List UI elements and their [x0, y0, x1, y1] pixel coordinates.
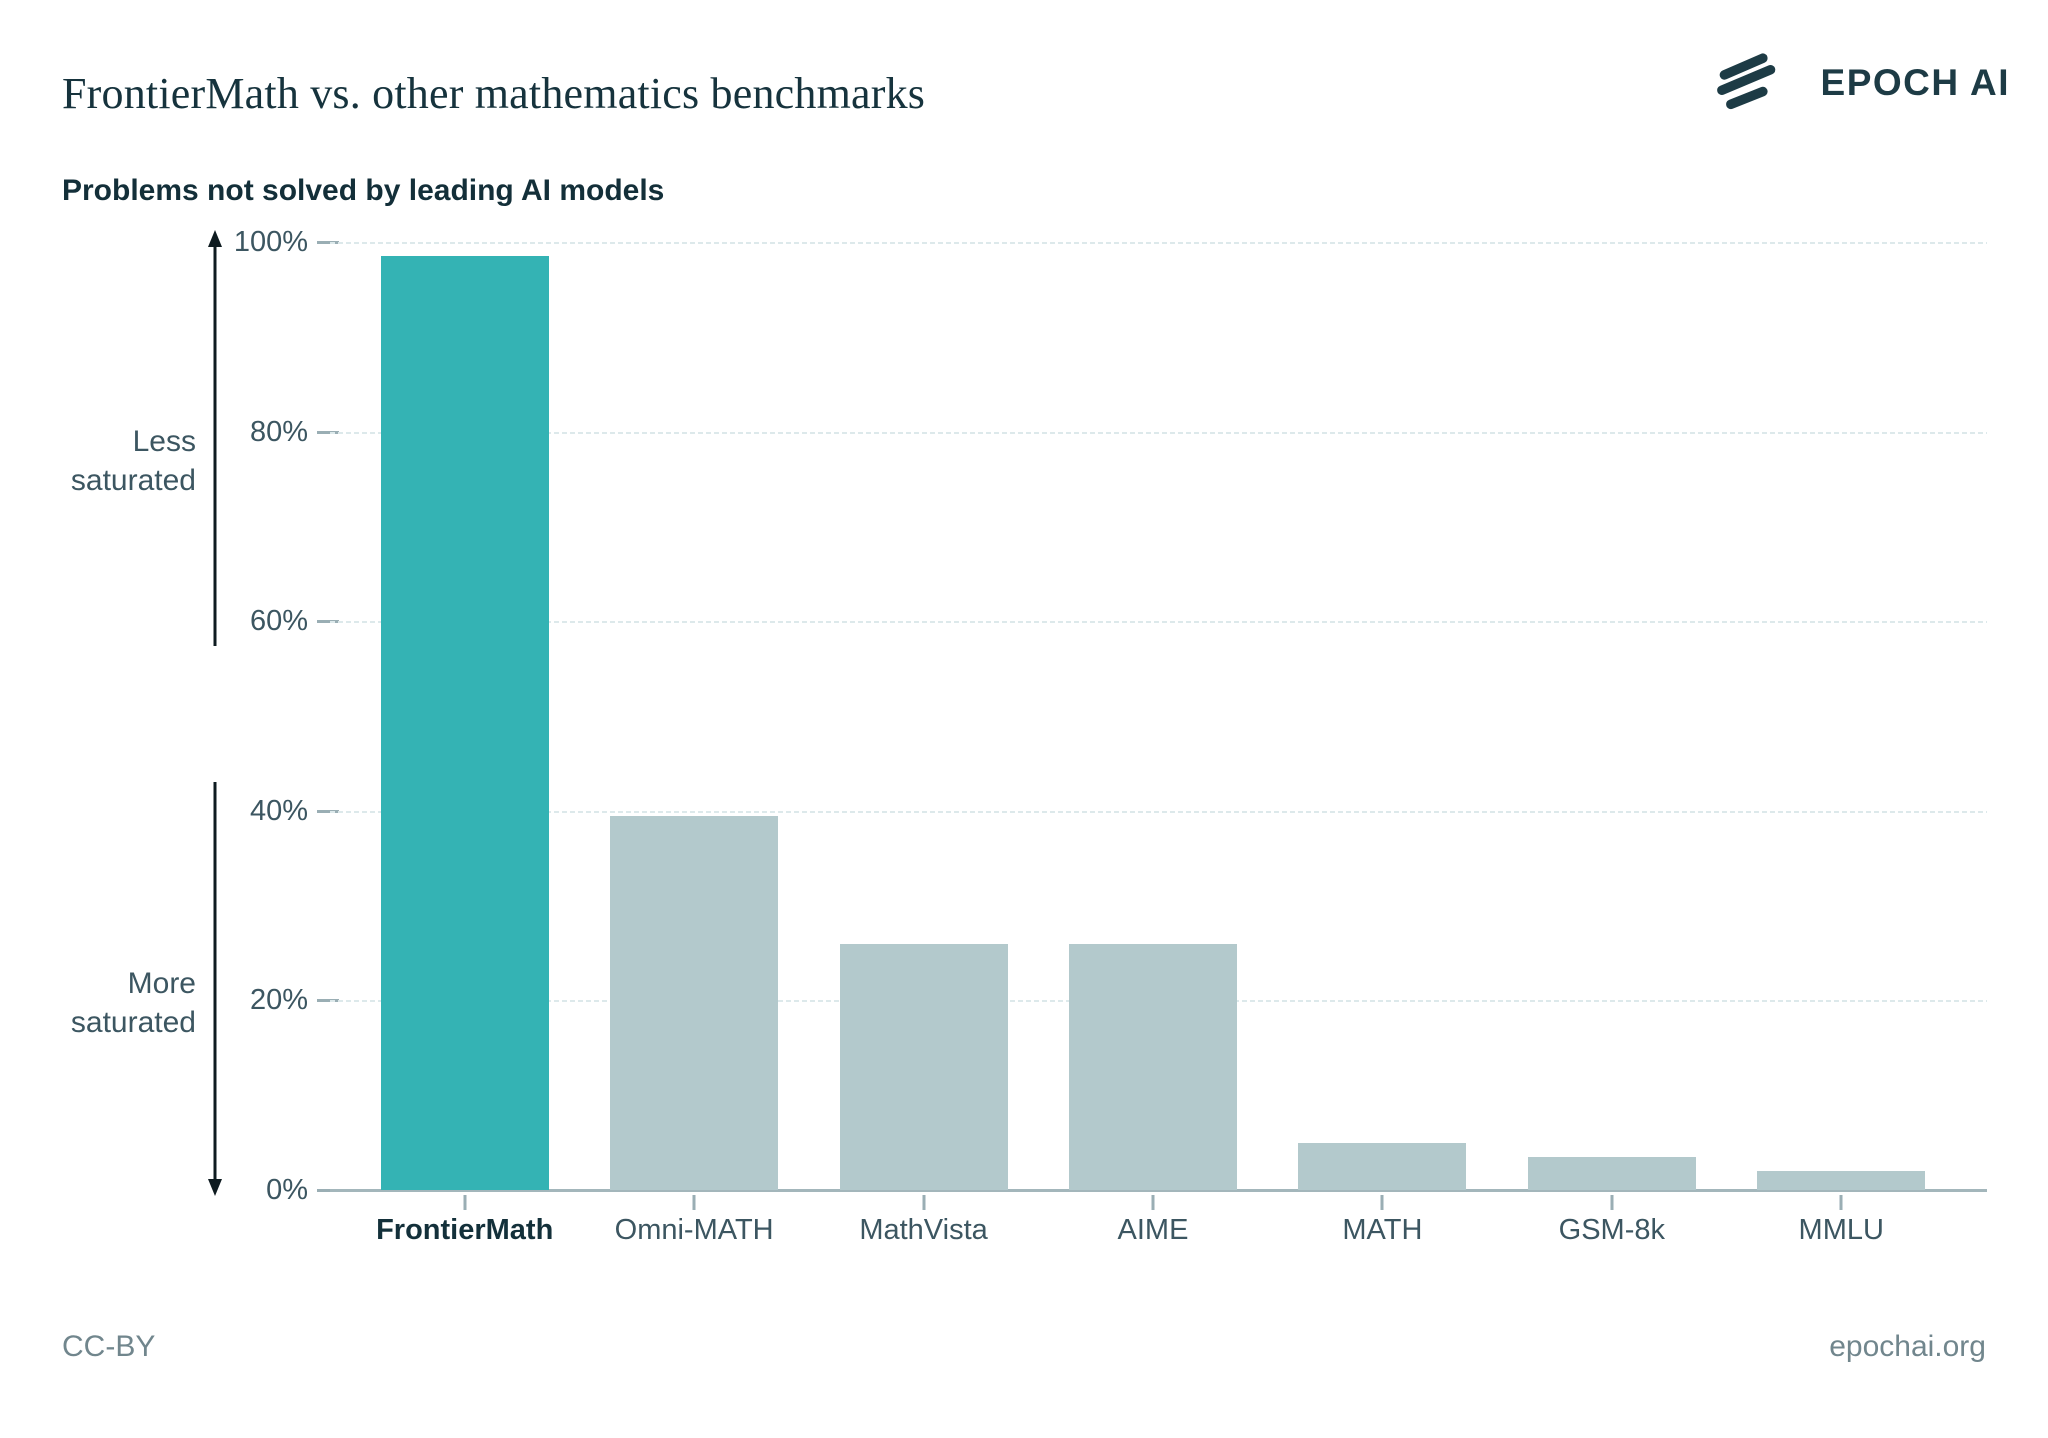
gridline-100	[330, 242, 1987, 244]
bar-mathvista	[839, 943, 1008, 1190]
x-tick-mark	[922, 1195, 926, 1210]
plot-area: FrontierMath Omni-MATH MathVista AIME MATH GS…	[330, 242, 1987, 1246]
x-tick-mark	[1380, 1195, 1384, 1210]
y-tick-label: 60%	[249, 605, 308, 638]
x-label-mathvista: MathVista	[859, 1214, 988, 1246]
y-tick-label: 100%	[233, 226, 308, 258]
x-label-aime: AIME	[1117, 1214, 1189, 1246]
gridline-60	[330, 621, 1987, 624]
more-saturated-label: More saturated	[70, 967, 196, 1039]
epoch-ai-logo: EPOCH AI	[1715, 48, 2010, 117]
x-axis-line	[330, 1189, 1987, 1192]
less-saturated-label: Less saturated	[70, 425, 196, 497]
epochai-org-link[interactable]: epochai.org	[1829, 1330, 1986, 1363]
bar-aime	[1068, 943, 1237, 1190]
epoch-logo-icon	[1715, 48, 1803, 117]
page-title: FrontierMath vs. other mathematics bench…	[62, 69, 926, 118]
more-saturated-arrow-down	[204, 782, 226, 1196]
bar-mmlu	[1757, 1171, 1926, 1190]
chart-subtitle: Problems not solved by leading AI models	[62, 174, 665, 207]
bar-slot-aime: AIME	[1038, 242, 1267, 1246]
x-tick-mark	[463, 1195, 467, 1210]
less-saturated-arrow-up	[204, 230, 226, 646]
bar-math	[1298, 1142, 1467, 1190]
y-axis-ticks	[317, 241, 341, 1192]
y-tick-mark	[317, 1189, 339, 1192]
gridline-40	[330, 810, 1987, 813]
bar-slot-frontiermath: FrontierMath	[350, 242, 579, 1246]
bar-slot-mathvista: MathVista	[809, 242, 1038, 1246]
y-tick-label: 80%	[249, 415, 308, 448]
x-label-math: MATH	[1342, 1214, 1423, 1246]
bar-slot-math: MATH	[1268, 242, 1497, 1246]
x-label-gsm-8k: GSM-8k	[1558, 1214, 1665, 1246]
y-tick-label: 20%	[249, 984, 308, 1017]
bar-slot-omni-math: Omni-MATH	[579, 242, 808, 1246]
x-tick-mark	[1151, 1195, 1155, 1210]
bar-frontiermath	[380, 256, 549, 1190]
y-tick-label: 40%	[249, 794, 308, 827]
x-label-omni-math: Omni-MATH	[614, 1214, 774, 1246]
bar-gsm-8k	[1527, 1156, 1696, 1190]
y-tick-mark	[317, 809, 339, 813]
y-tick-mark	[317, 620, 339, 624]
y-tick-mark	[317, 241, 339, 244]
x-label-mmlu: MMLU	[1798, 1214, 1884, 1246]
epoch-logo-wordmark: EPOCH AI	[1820, 61, 2010, 103]
x-label-frontiermath: FrontierMath	[376, 1214, 554, 1246]
license-badge: CC-BY	[62, 1330, 156, 1363]
y-tick-mark	[317, 999, 339, 1003]
y-axis-labels: 0% 20% 40% 60% 80% 100%	[0, 226, 308, 1206]
bar-slot-mmlu: MMLU	[1727, 242, 1956, 1246]
bar-slot-gsm-8k: GSM-8k	[1497, 242, 1726, 1246]
y-tick-mark	[317, 430, 339, 434]
x-tick-mark	[692, 1195, 696, 1210]
bar-series: FrontierMath Omni-MATH MathVista AIME MATH GS…	[350, 242, 1956, 1246]
gridline-80	[330, 431, 1987, 434]
bar-omni-math	[610, 815, 779, 1190]
x-tick-mark	[1839, 1195, 1843, 1210]
y-tick-label: 0%	[266, 1174, 308, 1206]
x-tick-mark	[1610, 1195, 1614, 1210]
